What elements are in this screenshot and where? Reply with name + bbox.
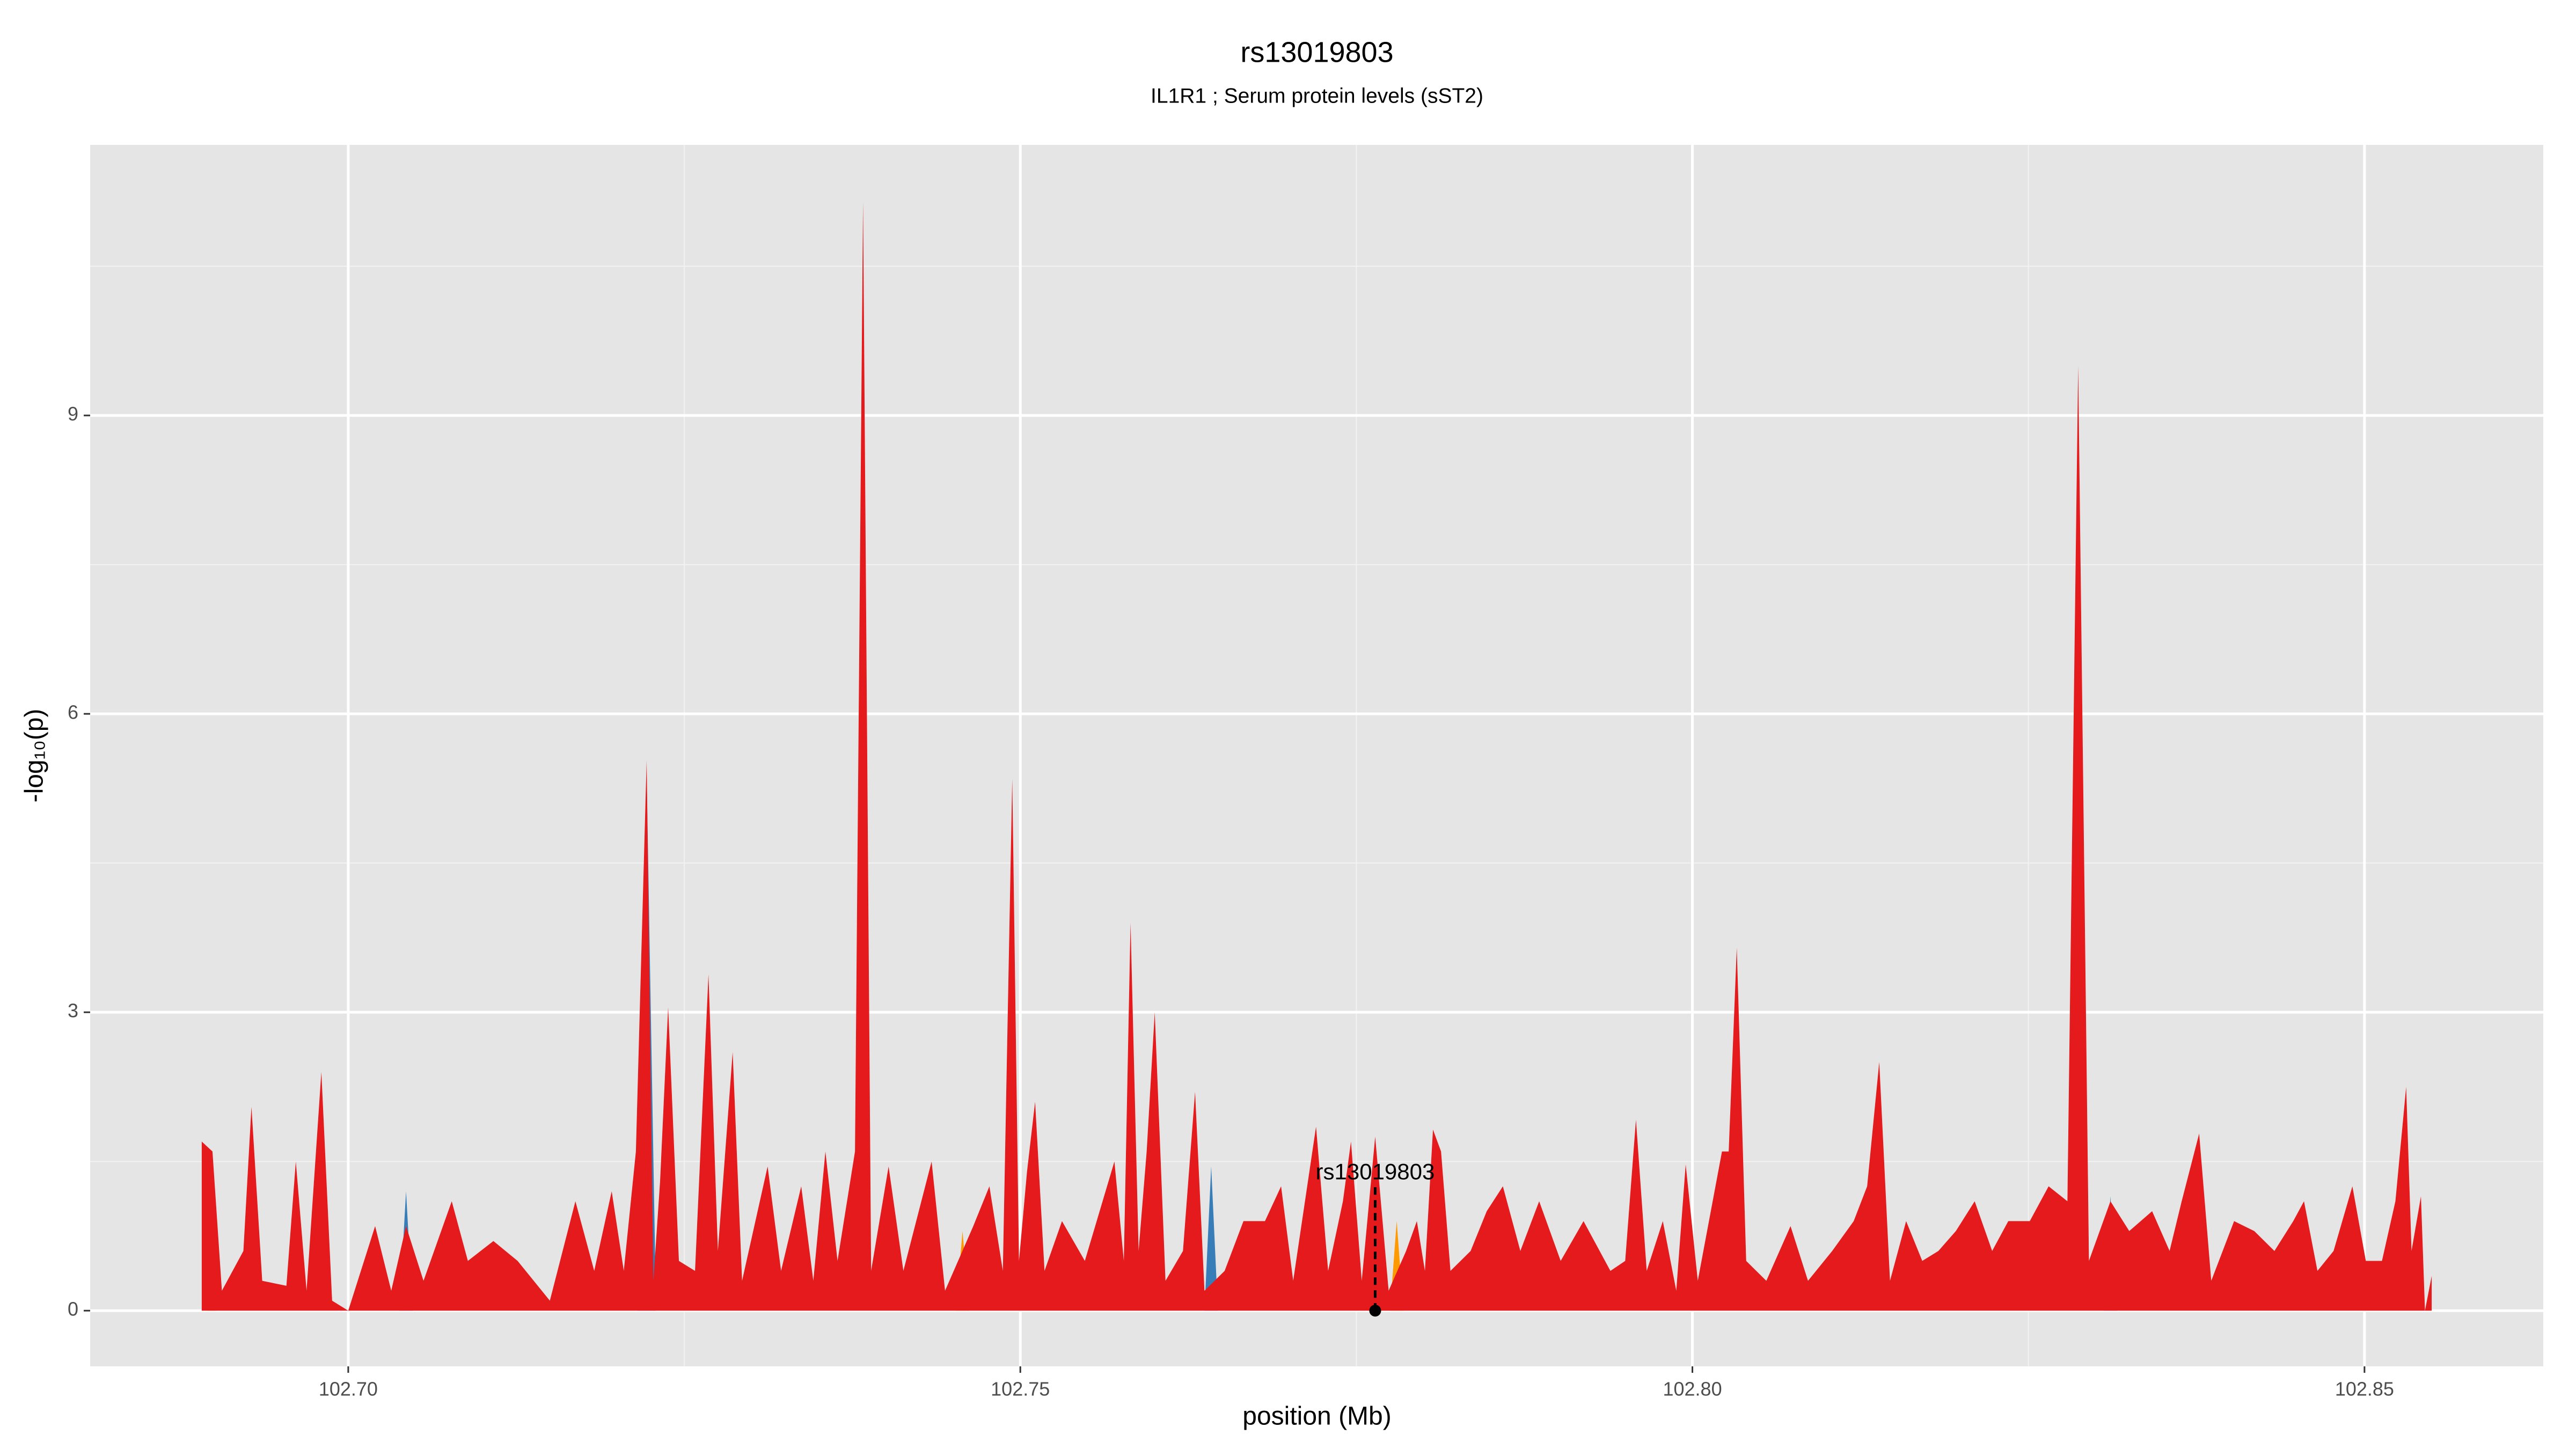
x-tick-label: 102.85: [2335, 1378, 2394, 1400]
x-tick-label: 102.80: [1663, 1378, 1722, 1400]
chart-title: rs13019803: [1240, 36, 1393, 68]
annotation-label: rs13019803: [1316, 1159, 1435, 1184]
y-tick-label: 3: [68, 1000, 78, 1022]
y-tick-label: 6: [68, 701, 78, 723]
y-tick-label: 9: [68, 403, 78, 425]
x-tick-label: 102.75: [991, 1378, 1050, 1400]
y-axis-title: -log₁₀(p): [20, 709, 49, 803]
x-axis-title: position (Mb): [1242, 1402, 1391, 1431]
x-tick-label: 102.70: [319, 1378, 378, 1400]
chart-subtitle: IL1R1 ; Serum protein levels (sST2): [1151, 84, 1483, 107]
annotation-point: [1369, 1305, 1381, 1317]
y-tick-label: 0: [68, 1298, 78, 1320]
